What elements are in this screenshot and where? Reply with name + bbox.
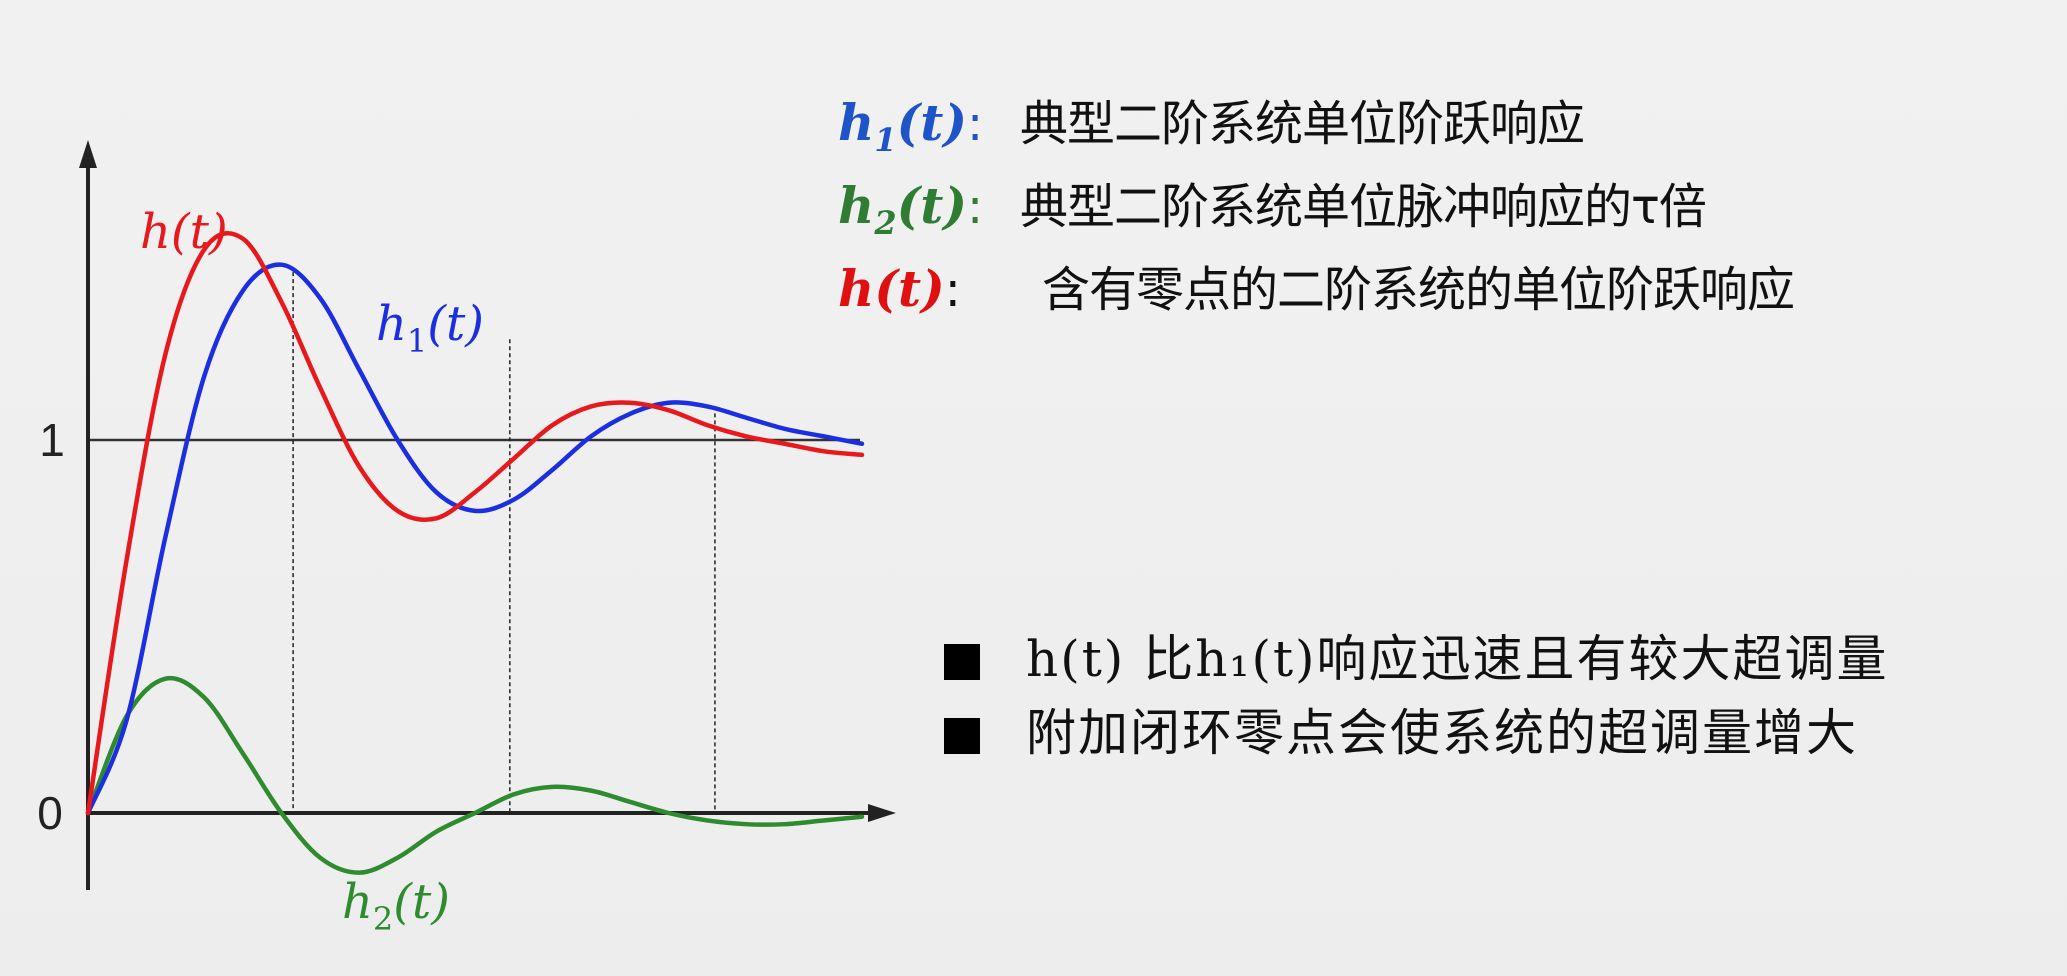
legend-row-h2: h2(t): 典型二阶系统单位脉冲响应的τ倍: [838, 173, 1794, 256]
square-bullet-icon: [944, 718, 980, 754]
note-item: h(t) 比h₁(t)响应迅速且有较大超调量: [944, 622, 1889, 696]
note-item: 附加闭环零点会使系统的超调量增大: [944, 696, 1889, 770]
note-text: h(t) 比h₁(t)响应迅速且有较大超调量: [1026, 630, 1889, 688]
y-tick-label: 1: [39, 414, 65, 466]
legend: h1(t): 典型二阶系统单位阶跃响应 h2(t): 典型二阶系统单位脉冲响应的…: [838, 90, 1795, 323]
note-text: 附加闭环零点会使系统的超调量增大: [1026, 704, 1858, 762]
series-h2-line: [85, 675, 865, 875]
notes: h(t) 比h₁(t)响应迅速且有较大超调量 附加闭环零点会使系统的超调量增大: [944, 622, 1889, 770]
legend-symbol: h(t):: [838, 259, 961, 318]
legend-description: 含有零点的二阶系统的单位阶跃响应: [1042, 262, 1795, 318]
series-h-line: [85, 230, 865, 816]
legend-description: 典型二阶系统单位阶跃响应: [1020, 96, 1585, 152]
legend-row-h: h(t): 含有零点的二阶系统的单位阶跃响应: [838, 256, 1795, 323]
square-bullet-icon: [944, 644, 980, 680]
series-label-h2: h2(t): [342, 874, 450, 938]
y-tick-label: 0: [37, 787, 63, 839]
legend-row-h1: h1(t): 典型二阶系统单位阶跃响应: [838, 90, 1794, 173]
legend-symbol: h2(t):: [838, 176, 983, 242]
series-label-h: h(t): [140, 204, 228, 260]
series-h1-line: [85, 262, 865, 816]
y-axis-arrow-icon: [79, 140, 97, 168]
legend-description: 典型二阶系统单位脉冲响应的τ倍: [1020, 179, 1707, 235]
x-axis-arrow-icon: [868, 804, 896, 822]
response-chart: 0 1 h(t) h1(t) h2(t): [37, 140, 896, 938]
legend-symbol: h1(t):: [838, 93, 983, 159]
series-label-h1: h1(t): [376, 296, 484, 360]
